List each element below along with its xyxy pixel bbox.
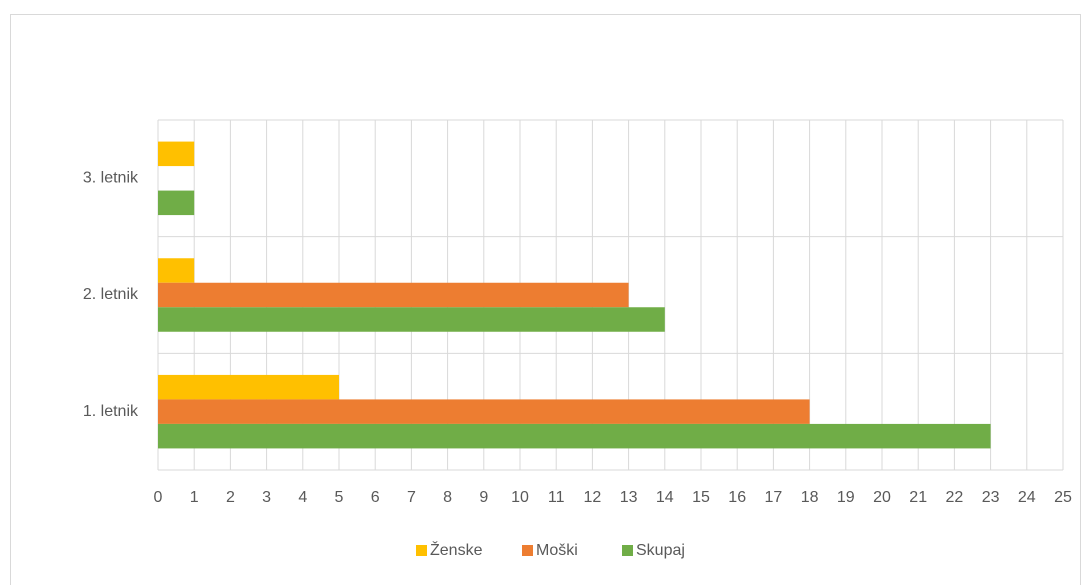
legend-swatch <box>416 545 427 556</box>
x-tick-label: 19 <box>837 489 855 506</box>
legend-swatch <box>522 545 533 556</box>
x-tick-label: 11 <box>548 489 565 506</box>
bar <box>158 141 195 167</box>
legend-label: Skupaj <box>636 542 685 559</box>
x-tick-label: 3 <box>262 489 271 506</box>
x-tick-label: 21 <box>909 489 927 506</box>
bar <box>158 423 991 449</box>
bar <box>158 307 665 332</box>
x-tick-label: 15 <box>692 489 710 506</box>
x-tick-label: 12 <box>584 489 602 506</box>
x-tick-label: 18 <box>801 489 819 506</box>
y-tick-label: 3. letnik <box>83 170 139 187</box>
legend-label: Ženske <box>430 540 483 559</box>
bar <box>158 282 629 308</box>
bar <box>158 258 195 283</box>
x-tick-label: 13 <box>620 489 638 506</box>
x-tick-label: 2 <box>226 489 235 506</box>
bar <box>158 374 339 400</box>
y-tick-label: 2. letnik <box>83 286 139 303</box>
x-tick-label: 14 <box>656 489 674 506</box>
y-tick-label: 1. letnik <box>83 403 139 420</box>
legend-swatch <box>622 545 633 556</box>
x-tick-label: 5 <box>335 489 344 506</box>
x-tick-label: 0 <box>154 489 163 506</box>
x-tick-label: 24 <box>1018 489 1036 506</box>
x-tick-label: 7 <box>407 489 416 506</box>
x-tick-label: 10 <box>511 489 529 506</box>
x-tick-label: 1 <box>190 489 199 506</box>
x-tick-label: 20 <box>873 489 891 506</box>
legend-label: Moški <box>536 542 578 559</box>
bar <box>158 399 810 424</box>
x-tick-label: 16 <box>728 489 746 506</box>
x-tick-label: 9 <box>479 489 488 506</box>
x-tick-label: 17 <box>765 489 783 506</box>
x-tick-label: 25 <box>1054 489 1072 506</box>
x-tick-label: 6 <box>371 489 380 506</box>
x-tick-label: 22 <box>946 489 964 506</box>
bar <box>158 190 195 216</box>
x-tick-label: 8 <box>443 489 452 506</box>
x-tick-label: 4 <box>298 489 307 506</box>
x-tick-label: 23 <box>982 489 1000 506</box>
